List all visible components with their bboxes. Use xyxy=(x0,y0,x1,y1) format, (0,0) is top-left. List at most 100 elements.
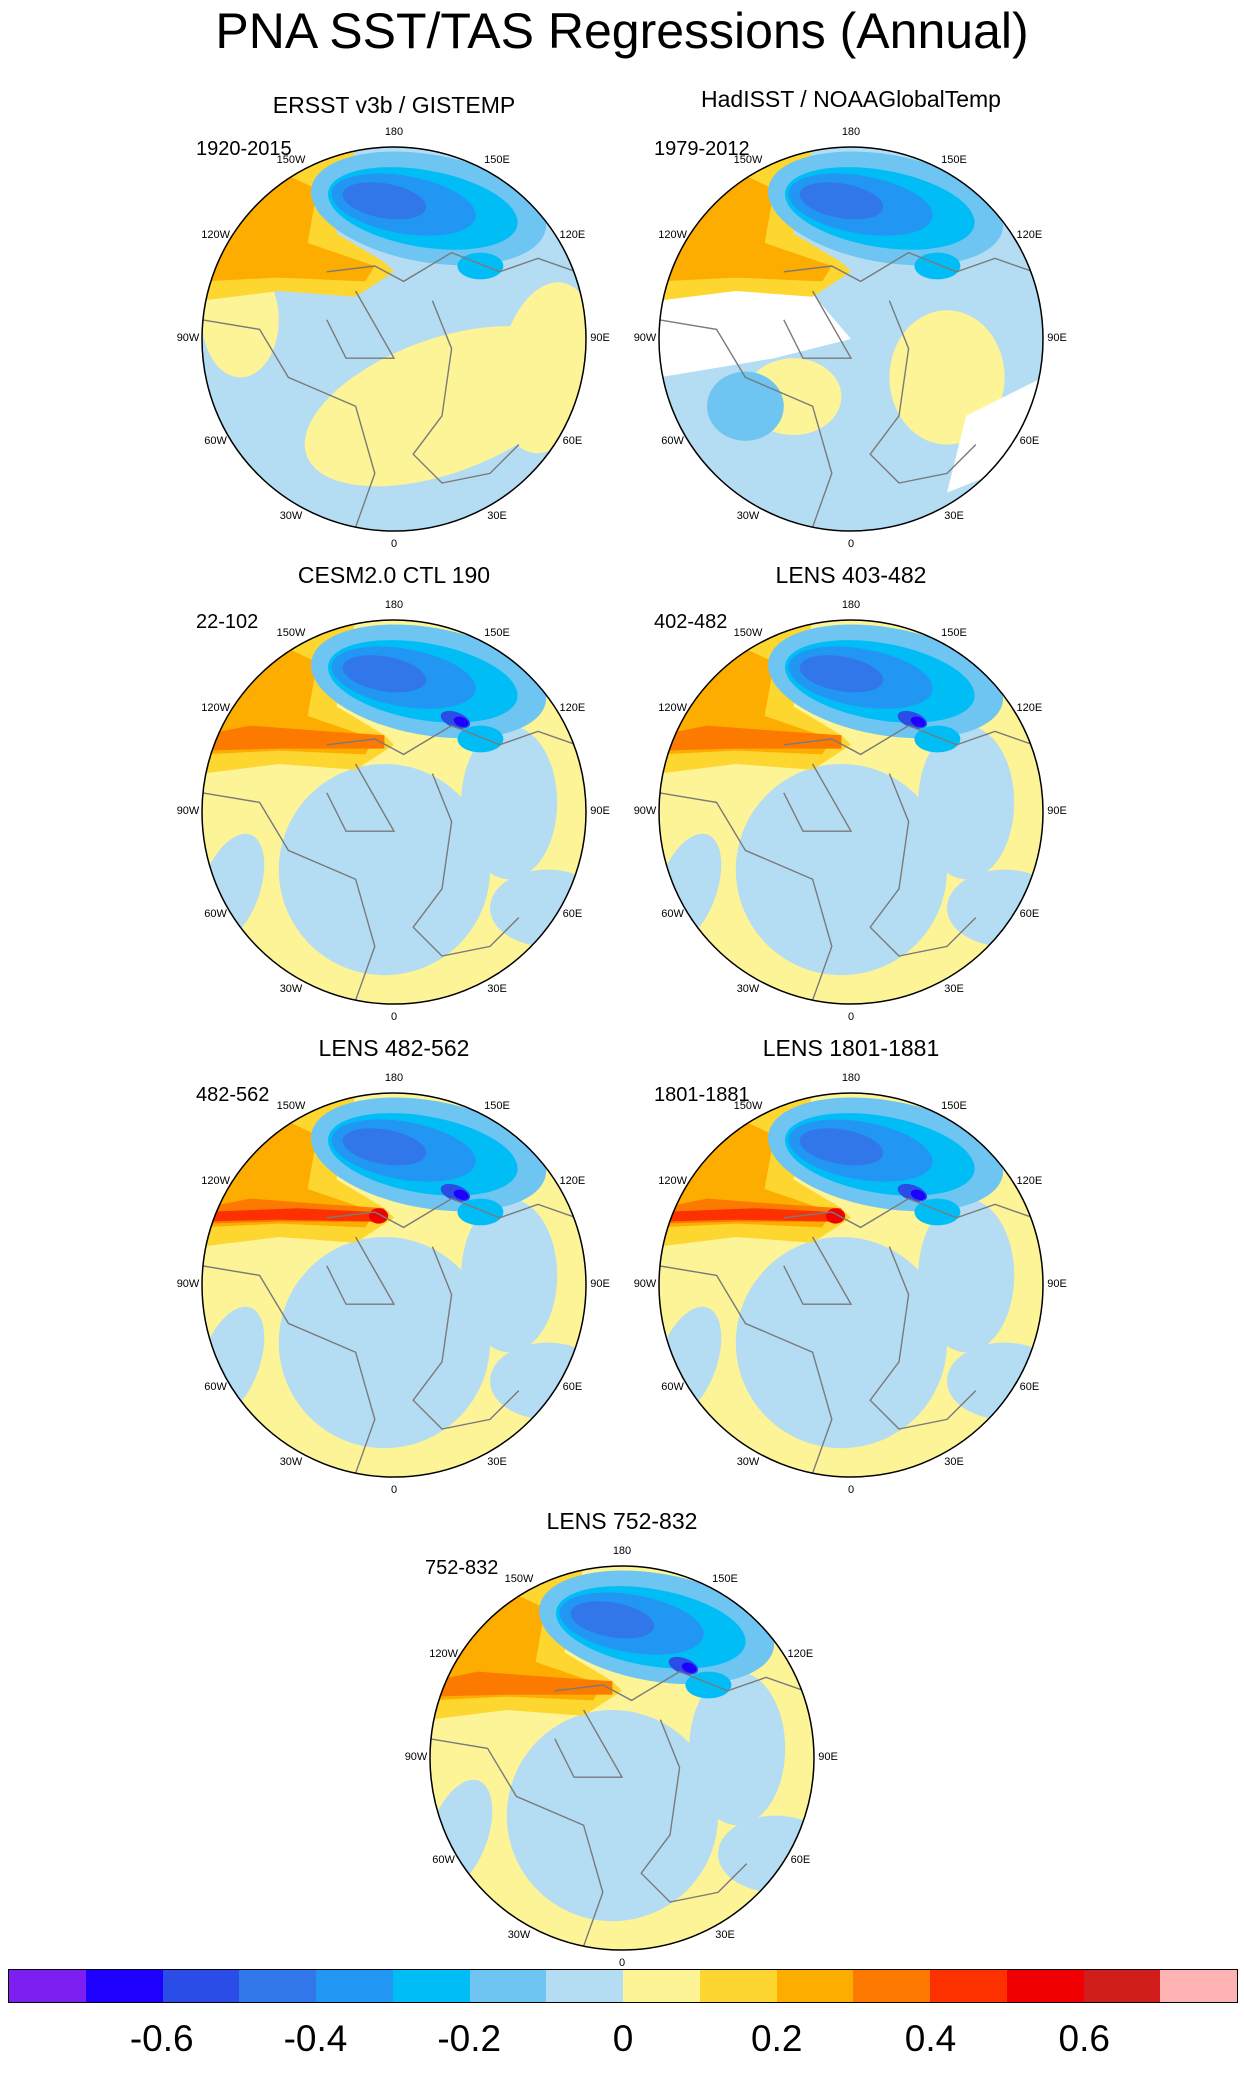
longitude-label: 60E xyxy=(562,1381,583,1393)
longitude-label: 30W xyxy=(279,983,303,996)
panel-period: 402-482 xyxy=(654,611,728,633)
coastline xyxy=(326,1197,577,1229)
longitude-label: 60E xyxy=(562,435,583,447)
longitude-label: 120E xyxy=(1016,702,1043,714)
colorbar-box xyxy=(1083,1970,1161,2002)
map-boundary xyxy=(658,1092,1044,1478)
panel-title: HadISST / NOAAGlobalTemp xyxy=(701,86,1001,112)
colorbar-box xyxy=(162,1970,240,2002)
polar-map xyxy=(658,1092,1044,1478)
longitude-label: 30W xyxy=(279,1456,303,1469)
longitude-label: 30E xyxy=(487,1456,507,1469)
longitude-label: 30E xyxy=(487,983,507,996)
cold-pool-core xyxy=(799,655,884,693)
colorbar-tick-label: 0 xyxy=(612,2018,634,2059)
coastline xyxy=(640,1719,748,1903)
longitude-label: 90E xyxy=(1047,332,1067,344)
longitude-label: 180 xyxy=(384,1072,404,1084)
longitude-label: 0 xyxy=(847,1484,855,1496)
polar-map xyxy=(201,146,587,532)
missing-data xyxy=(659,271,851,378)
cool-patch xyxy=(461,725,558,880)
map-boundary xyxy=(201,146,587,532)
cold-patch xyxy=(457,1198,504,1226)
longitude-label: 120W xyxy=(201,229,230,241)
longitude-label: 30W xyxy=(279,510,303,523)
coastline xyxy=(783,290,853,359)
panel-title: CESM2.0 CTL 190 xyxy=(297,562,491,588)
longitude-label: 180 xyxy=(841,599,861,611)
coastline xyxy=(412,1246,520,1430)
longitude-label: 120W xyxy=(201,702,230,714)
panel-period: 1801-1881 xyxy=(654,1084,750,1106)
longitude-label: 150E xyxy=(484,153,510,166)
cold-pool-core xyxy=(570,1601,655,1639)
coastline xyxy=(326,724,577,756)
colorbar-box xyxy=(1006,1970,1084,2002)
longitude-label: 120W xyxy=(658,229,687,241)
longitude-label: 180 xyxy=(841,126,861,138)
panel-title: LENS 752-832 xyxy=(546,1508,698,1534)
cool-patch xyxy=(735,1237,947,1449)
colorbar-box xyxy=(546,1970,623,2002)
panel-period: 752-832 xyxy=(425,1557,499,1579)
panel-title: ERSST v3b / GISTEMP xyxy=(272,92,516,118)
longitude-label: 180 xyxy=(841,1072,861,1084)
longitude-label: 120E xyxy=(1016,1175,1043,1187)
colorbar-box xyxy=(392,1970,470,2002)
colorbar-tick-label: -0.4 xyxy=(283,2018,348,2059)
longitude-label: 0 xyxy=(390,1484,398,1496)
coastline xyxy=(659,319,833,528)
longitude-label: 120E xyxy=(1016,229,1043,241)
longitude-label: 60E xyxy=(562,908,583,920)
longitude-label: 60W xyxy=(661,1381,684,1393)
colorbar-box xyxy=(469,1970,547,2002)
cold-pool-max2 xyxy=(453,1189,469,1201)
colorbar-tick-label: -0.2 xyxy=(437,2018,502,2059)
coastline xyxy=(783,763,853,832)
coastline xyxy=(783,1236,853,1305)
coastline xyxy=(554,1670,805,1702)
colorbar-box xyxy=(776,1970,854,2002)
colorbar-box xyxy=(9,1970,86,2002)
panel-title: LENS 1801-1881 xyxy=(762,1035,940,1061)
longitude-label: 60W xyxy=(204,1381,227,1393)
longitude-label: 30E xyxy=(944,983,964,996)
longitude-label: 90W xyxy=(176,805,200,817)
longitude-label: 90E xyxy=(818,1751,838,1763)
longitude-label: 0 xyxy=(390,1011,398,1023)
longitude-label: 0 xyxy=(847,1011,855,1023)
longitude-label: 150E xyxy=(712,1572,738,1585)
longitude-label: 90W xyxy=(633,332,657,344)
cold-pool-core xyxy=(799,182,884,220)
panel-period: 1920-2015 xyxy=(196,138,292,160)
colorbar-box xyxy=(239,1970,316,2002)
map-boundary xyxy=(201,1092,587,1478)
cool-patch xyxy=(689,1671,786,1826)
longitude-label: 90E xyxy=(590,1278,610,1290)
longitude-label: 0 xyxy=(847,538,855,550)
cold-pool-core xyxy=(342,655,427,693)
longitude-label: 30E xyxy=(487,510,507,523)
colorbar-tick-label: 0.2 xyxy=(751,2018,803,2059)
missing-data xyxy=(947,377,1043,493)
warm-tongue-core xyxy=(202,175,375,282)
cold-pool-max2 xyxy=(910,716,926,728)
longitude-label: 30W xyxy=(736,1456,760,1469)
cold-pool-max2 xyxy=(910,1189,926,1201)
longitude-label: 60W xyxy=(661,908,684,920)
coastline xyxy=(202,319,376,528)
longitude-label: 180 xyxy=(612,1545,632,1557)
longitude-label: 150W xyxy=(733,153,763,166)
longitude-label: 150E xyxy=(484,626,510,639)
coastline xyxy=(783,1197,1034,1229)
coastline xyxy=(659,792,833,1001)
cold-pool-max2 xyxy=(453,716,469,728)
colorbar-box xyxy=(85,1970,163,2002)
cool-patch xyxy=(506,1710,718,1922)
longitude-label: 30W xyxy=(507,1929,531,1942)
panel-period: 22-102 xyxy=(196,611,259,633)
longitude-label: 150E xyxy=(941,153,967,166)
cool-patch xyxy=(918,1198,1015,1353)
longitude-label: 30W xyxy=(736,510,760,523)
